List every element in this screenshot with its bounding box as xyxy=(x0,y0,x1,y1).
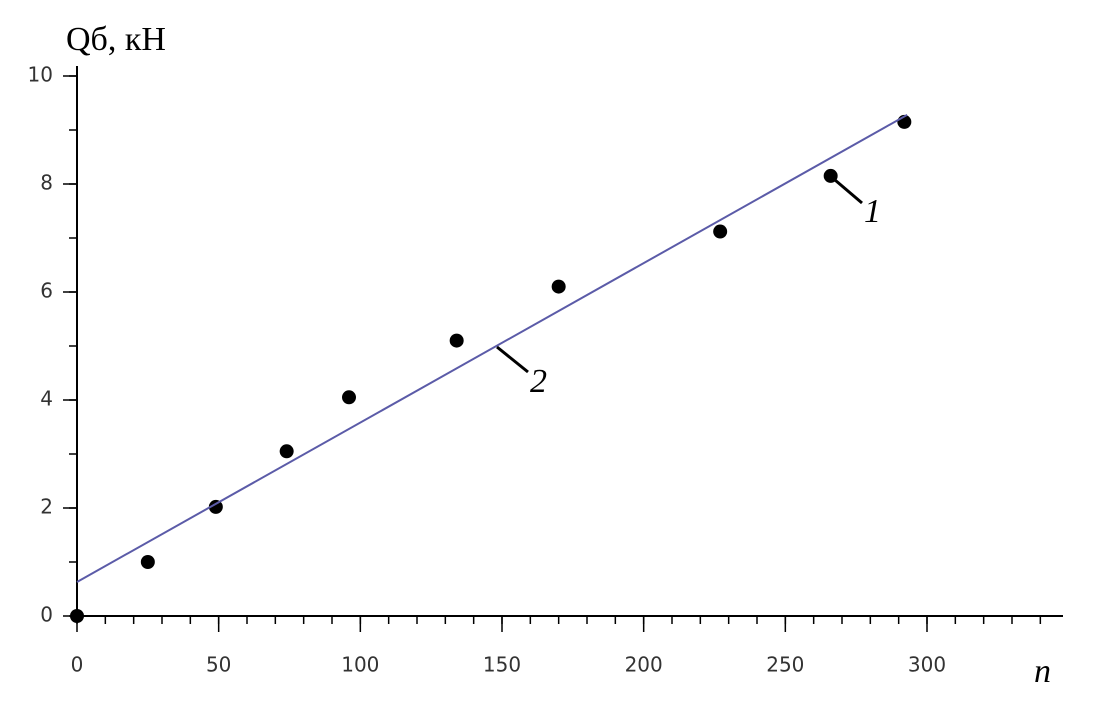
leader-line xyxy=(834,178,863,205)
x-tick-label: 0 xyxy=(71,653,84,677)
data-point xyxy=(823,168,838,183)
data-point xyxy=(713,224,728,239)
data-point xyxy=(551,279,566,294)
leader-line xyxy=(496,345,529,374)
data-point xyxy=(70,609,84,623)
data-point xyxy=(342,390,356,405)
x-axis-label: n xyxy=(1034,653,1051,690)
annotation: 2 xyxy=(530,363,547,400)
x-tick-label: 250 xyxy=(766,653,804,677)
y-tick-label: 8 xyxy=(40,171,53,195)
y-tick-label: 4 xyxy=(40,387,53,411)
data-point xyxy=(208,499,223,514)
y-axis-label: Qб, кН xyxy=(66,21,166,58)
x-tick-label: 50 xyxy=(206,653,231,677)
y-tick-label: 6 xyxy=(40,279,53,303)
y-tick-label: 10 xyxy=(28,63,53,87)
data-point xyxy=(279,444,294,459)
x-tick-label: 100 xyxy=(341,653,379,677)
annotation: 1 xyxy=(864,193,881,230)
x-tick-label: 300 xyxy=(908,653,946,677)
y-tick-label: 2 xyxy=(40,495,53,519)
trend-line xyxy=(76,114,908,583)
data-point xyxy=(140,555,155,569)
y-tick-label: 0 xyxy=(40,603,53,627)
x-tick-label: 150 xyxy=(483,653,521,677)
data-point xyxy=(449,333,464,348)
x-tick-label: 200 xyxy=(625,653,663,677)
